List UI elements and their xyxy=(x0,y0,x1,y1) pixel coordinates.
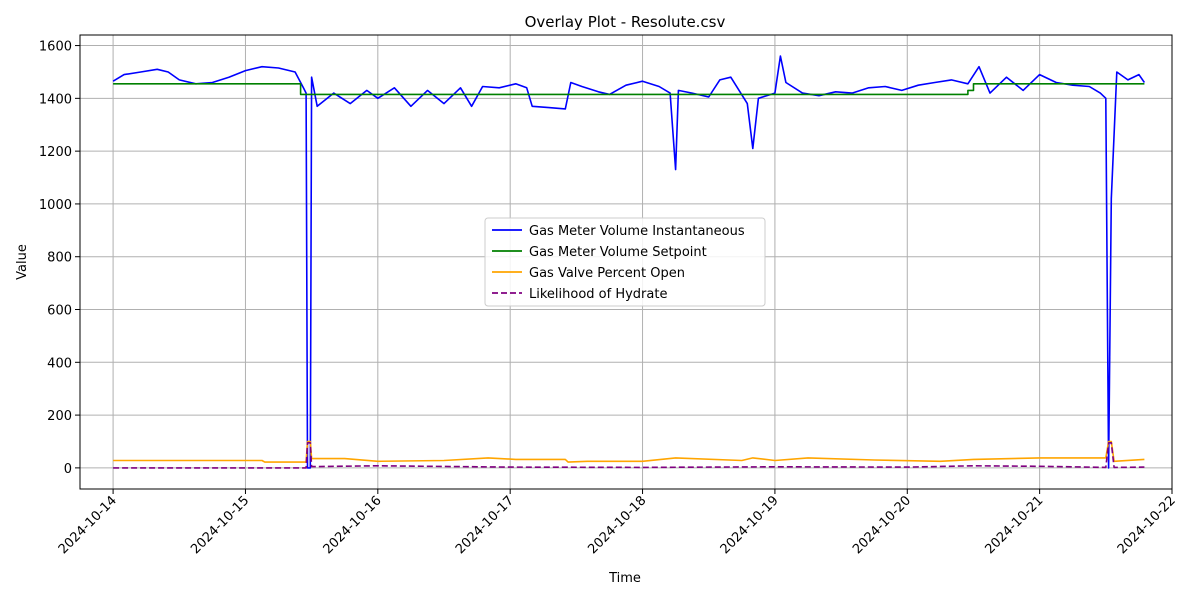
x-axis-label: Time xyxy=(608,571,641,586)
chart-title: Overlay Plot - Resolute.csv xyxy=(525,13,726,31)
series-line-likelihood-of-hydrate xyxy=(113,442,1145,469)
series-line-gas-valve-percent-open xyxy=(113,440,1145,463)
y-tick-label: 1600 xyxy=(39,40,72,55)
legend-label: Gas Meter Volume Instantaneous xyxy=(529,224,745,239)
plot-series xyxy=(112,55,1146,469)
series-line-gas-meter-volume-instantaneous xyxy=(112,55,1146,469)
y-tick-label: 0 xyxy=(64,462,72,477)
y-axis-label: Value xyxy=(15,244,30,280)
legend-label: Likelihood of Hydrate xyxy=(529,287,667,302)
plot-frame xyxy=(79,34,1173,490)
legend: Gas Meter Volume Instantaneous Gas Meter … xyxy=(484,217,766,307)
y-tick-label: 400 xyxy=(47,356,72,371)
y-tick-label: 1400 xyxy=(39,92,72,107)
y-tick-label: 1000 xyxy=(39,198,72,213)
legend-label: Gas Valve Percent Open xyxy=(529,266,685,281)
y-tick-label: 1200 xyxy=(39,145,72,160)
y-tick-label: 200 xyxy=(47,409,72,424)
legend-label: Gas Meter Volume Setpoint xyxy=(529,245,707,260)
y-tick-label: 800 xyxy=(47,251,72,266)
legend-box xyxy=(484,217,766,307)
series-line-gas-meter-volume-setpoint xyxy=(113,83,1145,96)
y-tick-label: 600 xyxy=(47,304,72,319)
